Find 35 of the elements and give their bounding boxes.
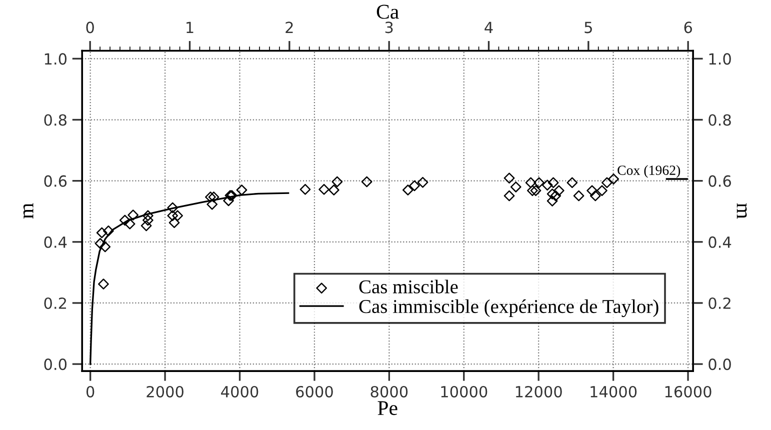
x-tick-label: 0 — [86, 386, 94, 398]
y2-tick-label: 0.8 — [708, 114, 731, 126]
x-axis-title: Pe — [378, 401, 398, 416]
y2-axis-title: m — [736, 203, 747, 219]
y-tick-label: 0.0 — [44, 358, 67, 370]
y2-tick-label: 0.0 — [708, 358, 731, 370]
x2-tick-label: 1 — [186, 22, 194, 33]
x-tick-label: 16000 — [665, 386, 712, 398]
x2-axis-title: Ca — [376, 4, 399, 19]
x2-tick-label: 5 — [584, 22, 592, 34]
y-tick-label: 1.0 — [44, 53, 67, 65]
legend-label: Cas miscible — [359, 280, 458, 294]
y2-tick-label: 0.2 — [708, 297, 730, 310]
x-tick-label: 14000 — [590, 386, 637, 398]
x-tick-label: 4000 — [221, 386, 258, 398]
x-tick-label: 2000 — [146, 386, 184, 398]
y-tick-label: 0.2 — [44, 297, 66, 310]
x-tick-label: 10000 — [441, 386, 488, 398]
y2-tick-label: 0.6 — [708, 175, 731, 187]
y2-tick-label: 0.4 — [708, 236, 732, 248]
x-tick-label: 6000 — [296, 386, 333, 398]
x2-tick-label: 3 — [385, 22, 393, 34]
x2-tick-label: 0 — [86, 22, 94, 34]
y-axis-title: m — [23, 203, 34, 219]
x2-tick-label: 2 — [286, 22, 293, 33]
y-tick-label: 0.4 — [44, 236, 67, 248]
x2-tick-label: 4 — [484, 22, 493, 33]
x2-tick-label: 6 — [684, 22, 692, 34]
annotation: Cox (1962) — [618, 165, 680, 178]
x-tick-label: 8000 — [370, 386, 408, 398]
legend-label: Cas immiscible (expérience de Taylor) — [359, 299, 658, 318]
y-tick-label: 0.8 — [44, 114, 66, 126]
y2-tick-label: 1.0 — [709, 53, 731, 65]
x-tick-label: 12000 — [516, 386, 562, 398]
y-tick-label: 0.6 — [44, 175, 67, 187]
